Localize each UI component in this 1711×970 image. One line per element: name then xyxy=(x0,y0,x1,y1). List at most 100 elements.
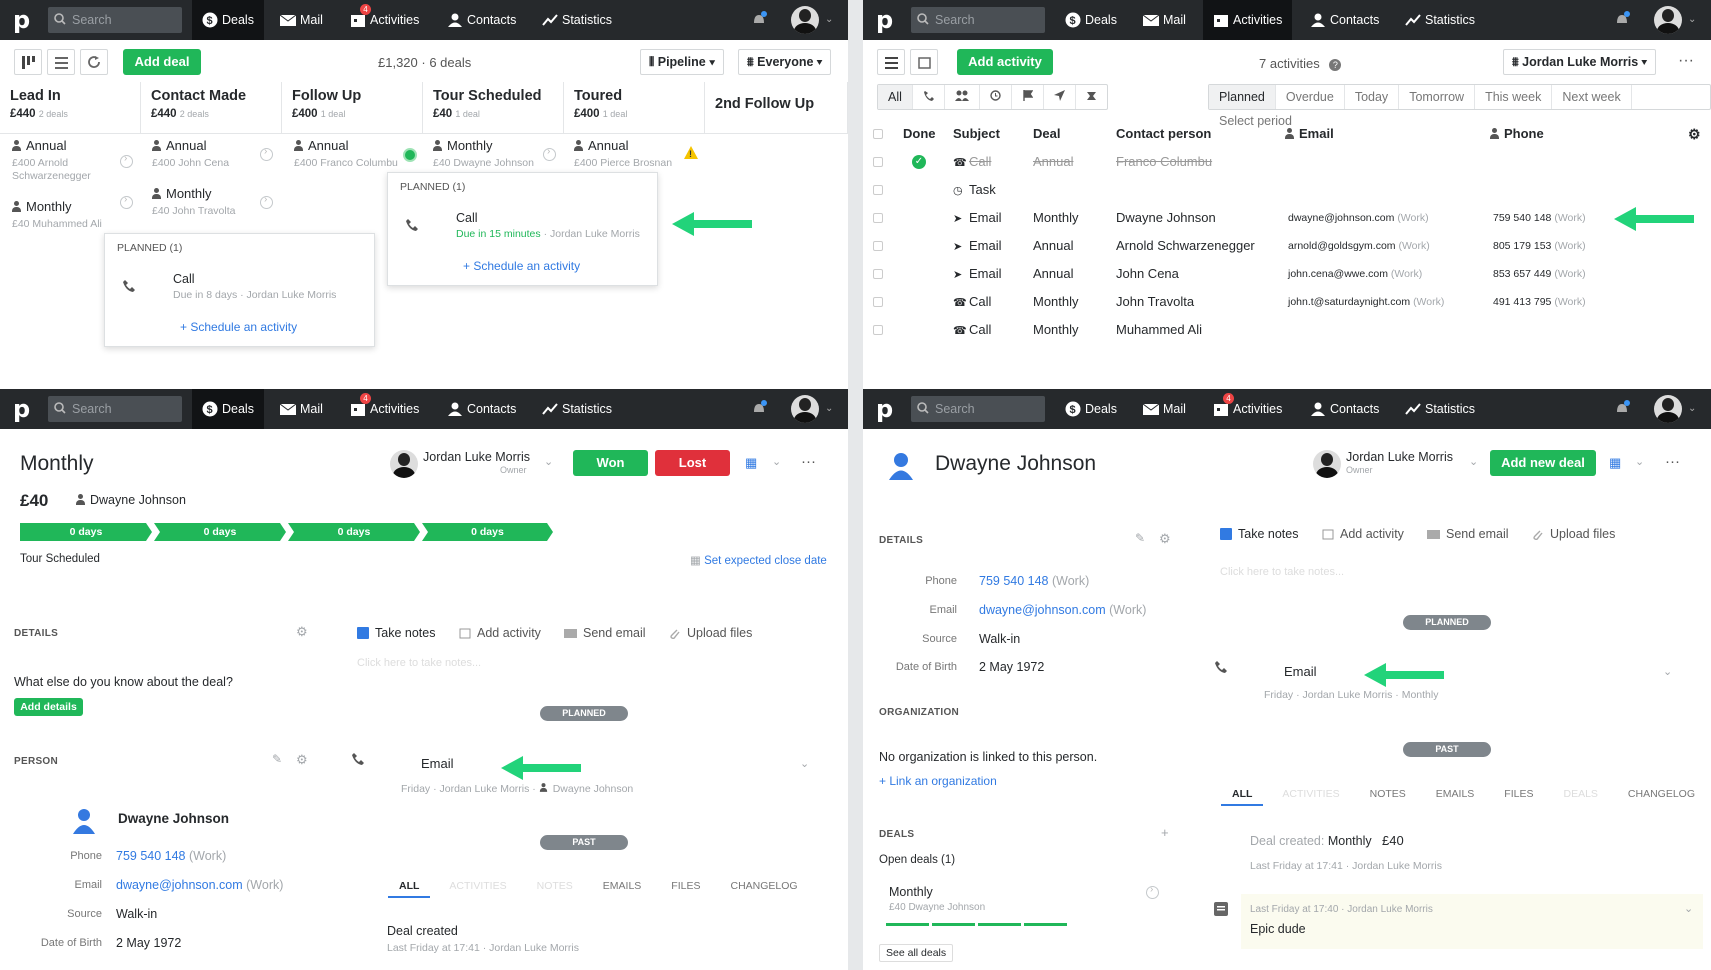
cell-deal[interactable]: Monthly xyxy=(1033,322,1079,337)
see-all-deals-button[interactable]: See all deals xyxy=(879,944,954,962)
grid-icon[interactable]: ▦ xyxy=(745,455,758,470)
stage-column-header[interactable]: Tour Scheduled £40 1 deal xyxy=(423,82,564,134)
notes-input[interactable]: Click here to take notes... xyxy=(357,657,482,669)
period-tab[interactable]: Next week xyxy=(1552,85,1632,109)
gear-icon[interactable]: ⚙ xyxy=(1159,531,1171,546)
planned-activity-title[interactable]: Email xyxy=(1284,664,1317,679)
nav-statistics[interactable]: Statistics xyxy=(1395,0,1485,40)
type-all[interactable]: All xyxy=(878,85,913,109)
deal-title[interactable]: Monthly xyxy=(20,452,94,475)
warning-icon[interactable]: ! xyxy=(684,146,698,159)
type-lunch[interactable] xyxy=(1076,85,1107,109)
schedule-activity-icon[interactable] xyxy=(260,146,273,161)
cell-subject[interactable]: ☎ Call xyxy=(953,148,991,177)
tab-send-email[interactable]: Send email xyxy=(564,626,646,640)
schedule-activity-icon[interactable] xyxy=(260,194,273,209)
chevron-down-icon[interactable]: ⌄ xyxy=(1469,456,1479,468)
more-icon[interactable]: ··· xyxy=(1678,52,1694,69)
planned-activity-title[interactable]: Email xyxy=(421,756,454,771)
popup-activity-title[interactable]: Call xyxy=(456,211,478,225)
nav-activities[interactable]: 4 Activities xyxy=(340,389,429,429)
row-checkbox[interactable] xyxy=(873,297,883,307)
deal-person[interactable]: Dwayne Johnson xyxy=(76,493,186,507)
col-deal[interactable]: Deal xyxy=(1033,126,1061,141)
cell-deal[interactable]: Annual xyxy=(1033,154,1074,169)
chevron-down-icon[interactable]: ⌄ xyxy=(825,14,834,25)
chevron-down-icon[interactable]: ⌄ xyxy=(544,456,554,468)
popup-activity-title[interactable]: Call xyxy=(173,272,195,286)
deal-amount[interactable]: £40 xyxy=(20,491,49,510)
owner-name[interactable]: Jordan Luke Morris xyxy=(423,450,530,464)
pipedrive-logo[interactable]: p xyxy=(13,6,31,34)
table-row[interactable]: ☎ Call Monthly John Travolta john.t@saturday… xyxy=(863,288,1711,316)
deal-card[interactable]: Annual £400 Franco Columbu xyxy=(294,138,406,170)
period-tab[interactable]: Today xyxy=(1345,85,1400,109)
activity-ok-icon[interactable] xyxy=(403,148,417,162)
nav-deals[interactable]: $ Deals xyxy=(192,0,264,40)
stage-segment[interactable]: 0 days xyxy=(20,523,152,541)
chevron-down-icon[interactable]: ⌄ xyxy=(800,758,810,770)
bell-icon[interactable] xyxy=(751,400,767,416)
cell-email[interactable]: john.cena@wwe.com (Work) xyxy=(1288,268,1423,280)
email-value[interactable]: dwayne@johnson.com (Work) xyxy=(979,603,1147,617)
nav-mail[interactable]: Mail xyxy=(1133,0,1196,40)
cell-email[interactable]: arnold@goldsgym.com (Work) xyxy=(1288,240,1430,252)
chevron-down-icon[interactable]: ⌄ xyxy=(1663,666,1673,678)
list-view-button[interactable] xyxy=(47,49,75,75)
search-input[interactable]: Search xyxy=(48,7,182,33)
pencil-icon[interactable]: ✎ xyxy=(272,752,283,766)
dob-value[interactable]: 2 May 1972 xyxy=(979,660,1045,674)
cell-contact[interactable]: Muhammed Ali xyxy=(1116,322,1202,337)
col-email[interactable]: Email xyxy=(1285,118,1334,150)
stage-column-header[interactable]: 2nd Follow Up xyxy=(705,82,848,134)
cell-subject[interactable]: ➤ Email xyxy=(953,204,1002,233)
nav-contacts[interactable]: Contacts xyxy=(1300,389,1389,429)
row-checkbox[interactable] xyxy=(873,241,883,251)
period-tab[interactable]: Overdue xyxy=(1276,85,1345,109)
search-input[interactable]: Search xyxy=(911,7,1045,33)
done-toggle[interactable] xyxy=(912,295,926,309)
source-value[interactable]: Walk-in xyxy=(979,632,1021,646)
cell-subject[interactable]: ◷ Task xyxy=(953,176,996,205)
nav-activities[interactable]: Activities xyxy=(1203,0,1293,40)
row-checkbox[interactable] xyxy=(873,325,883,335)
cell-deal[interactable]: Monthly xyxy=(1033,294,1079,309)
history-tab[interactable]: ALL xyxy=(1232,788,1253,800)
history-tab[interactable]: ACTIVITIES xyxy=(449,880,507,892)
schedule-activity-link[interactable]: + Schedule an activity xyxy=(180,320,298,334)
deal-card[interactable]: Annual £400 John Cena xyxy=(152,138,264,170)
cell-deal[interactable]: Annual xyxy=(1033,266,1074,281)
deal-card[interactable]: Monthly £40 Muhammed Ali xyxy=(12,199,124,231)
tab-send-email[interactable]: Send email xyxy=(1427,527,1509,541)
help-icon[interactable]: ? xyxy=(1329,59,1342,71)
period-tab[interactable]: Tomorrow xyxy=(1399,85,1476,109)
nav-mail[interactable]: Mail xyxy=(1133,389,1196,429)
lost-button[interactable]: Lost xyxy=(655,450,730,476)
col-contact[interactable]: Contact person xyxy=(1116,126,1212,141)
more-icon[interactable]: ··· xyxy=(801,453,816,470)
tab-upload-files[interactable]: Upload files xyxy=(1532,527,1615,541)
select-all-checkbox[interactable] xyxy=(873,129,883,139)
cell-deal[interactable]: Annual xyxy=(1033,238,1074,253)
type-call[interactable] xyxy=(913,85,945,109)
link-organization-link[interactable]: + Link an organization xyxy=(879,774,997,788)
stage-segment[interactable]: 0 days xyxy=(422,523,553,541)
user-avatar[interactable] xyxy=(1654,395,1682,423)
person-title[interactable]: Dwayne Johnson xyxy=(935,452,1097,475)
nav-deals[interactable]: $ Deals xyxy=(1055,389,1127,429)
calendar-view-button[interactable] xyxy=(910,49,938,75)
table-row[interactable]: ✓ ☎ Call Annual Franco Columbu xyxy=(863,148,1711,176)
cell-subject[interactable]: ➤ Email xyxy=(953,232,1002,261)
history-tab[interactable]: CHANGELOG xyxy=(730,880,798,892)
pipedrive-logo[interactable]: p xyxy=(13,395,31,423)
pipedrive-logo[interactable]: p xyxy=(876,395,894,423)
owner-name[interactable]: Jordan Luke Morris xyxy=(1346,450,1453,464)
nav-contacts[interactable]: Contacts xyxy=(1300,0,1389,40)
deal-item-arrow-icon[interactable] xyxy=(1146,884,1159,899)
row-checkbox[interactable] xyxy=(873,213,883,223)
history-tab[interactable]: CHANGELOG xyxy=(1627,788,1696,800)
more-icon[interactable]: ··· xyxy=(1665,453,1680,470)
nav-mail[interactable]: Mail xyxy=(270,0,333,40)
cell-phone[interactable]: 759 540 148 (Work) xyxy=(1493,212,1586,224)
source-value[interactable]: Walk-in xyxy=(116,907,158,921)
